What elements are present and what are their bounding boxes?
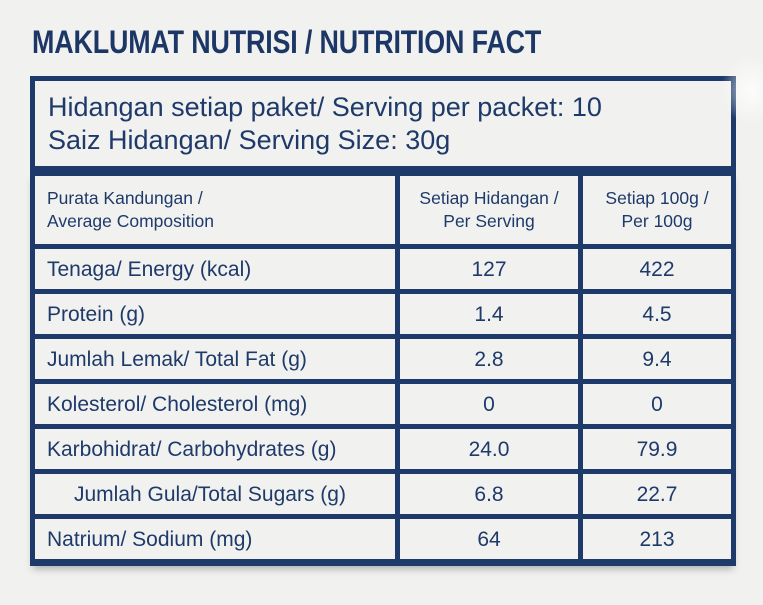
per-serving-value: 64 <box>395 514 583 566</box>
table-header-row: Purata Kandungan / Average Composition S… <box>30 171 736 249</box>
table-row-sodium: Natrium/ Sodium (mg) 64 213 <box>30 514 736 566</box>
per-100g-value: 0 <box>578 379 736 429</box>
per-100g-value: 22.7 <box>578 469 736 519</box>
per-100g-value: 9.4 <box>578 334 736 384</box>
serving-size-text: Saiz Hidangan/ Serving Size: 30g <box>48 125 451 155</box>
nutrient-label: Kolesterol/ Cholesterol (mg) <box>30 379 400 429</box>
table-row-energy: Tenaga/ Energy (kcal) 127 422 <box>30 244 736 294</box>
nutrient-label: Karbohidrat/ Carbohydrates (g) <box>30 424 400 474</box>
header-average-composition-line1: Purata Kandungan / <box>47 188 203 208</box>
nutrient-label: Jumlah Lemak/ Total Fat (g) <box>30 334 400 384</box>
header-per-100g: Setiap 100g / Per 100g <box>578 171 736 249</box>
page-title: MAKLUMAT NUTRISI / NUTRITION FACT <box>32 24 542 60</box>
table-row-total-sugars: Jumlah Gula/Total Sugars (g) 6.8 22.7 <box>30 469 736 519</box>
per-serving-value: 127 <box>395 244 583 294</box>
serving-info-box: Hidangan setiap paket/ Serving per packe… <box>30 76 736 171</box>
per-serving-value: 0 <box>395 379 583 429</box>
per-serving-value: 24.0 <box>395 424 583 474</box>
header-average-composition: Purata Kandungan / Average Composition <box>30 171 400 249</box>
serving-per-packet-text: Hidangan setiap paket/ Serving per packe… <box>48 92 602 122</box>
table-row-cholesterol: Kolesterol/ Cholesterol (mg) 0 0 <box>30 379 736 429</box>
per-100g-value: 422 <box>578 244 736 294</box>
per-100g-value: 79.9 <box>578 424 736 474</box>
header-per-100g-line2: Per 100g <box>621 211 693 231</box>
per-100g-value: 213 <box>578 514 736 566</box>
header-per-serving: Setiap Hidangan / Per Serving <box>395 171 583 249</box>
nutrient-label: Tenaga/ Energy (kcal) <box>30 244 400 294</box>
table-row-carbohydrates: Karbohidrat/ Carbohydrates (g) 24.0 79.9 <box>30 424 736 474</box>
table-row-total-fat: Jumlah Lemak/ Total Fat (g) 2.8 9.4 <box>30 334 736 384</box>
per-serving-value: 6.8 <box>395 469 583 519</box>
nutrient-label: Jumlah Gula/Total Sugars (g) <box>30 469 400 519</box>
header-per-serving-line2: Per Serving <box>443 211 535 231</box>
nutrition-table: Purata Kandungan / Average Composition S… <box>30 171 736 566</box>
per-serving-value: 1.4 <box>395 289 583 339</box>
per-100g-value: 4.5 <box>578 289 736 339</box>
header-per-serving-line1: Setiap Hidangan / <box>419 188 559 208</box>
per-serving-value: 2.8 <box>395 334 583 384</box>
header-per-100g-line1: Setiap 100g / <box>605 188 709 208</box>
nutrient-label: Natrium/ Sodium (mg) <box>30 514 400 566</box>
header-average-composition-line2: Average Composition <box>47 211 214 231</box>
nutrition-label: MAKLUMAT NUTRISI / NUTRITION FACT Hidang… <box>30 24 736 566</box>
nutrient-label: Protein (g) <box>30 289 400 339</box>
table-row-protein: Protein (g) 1.4 4.5 <box>30 289 736 339</box>
